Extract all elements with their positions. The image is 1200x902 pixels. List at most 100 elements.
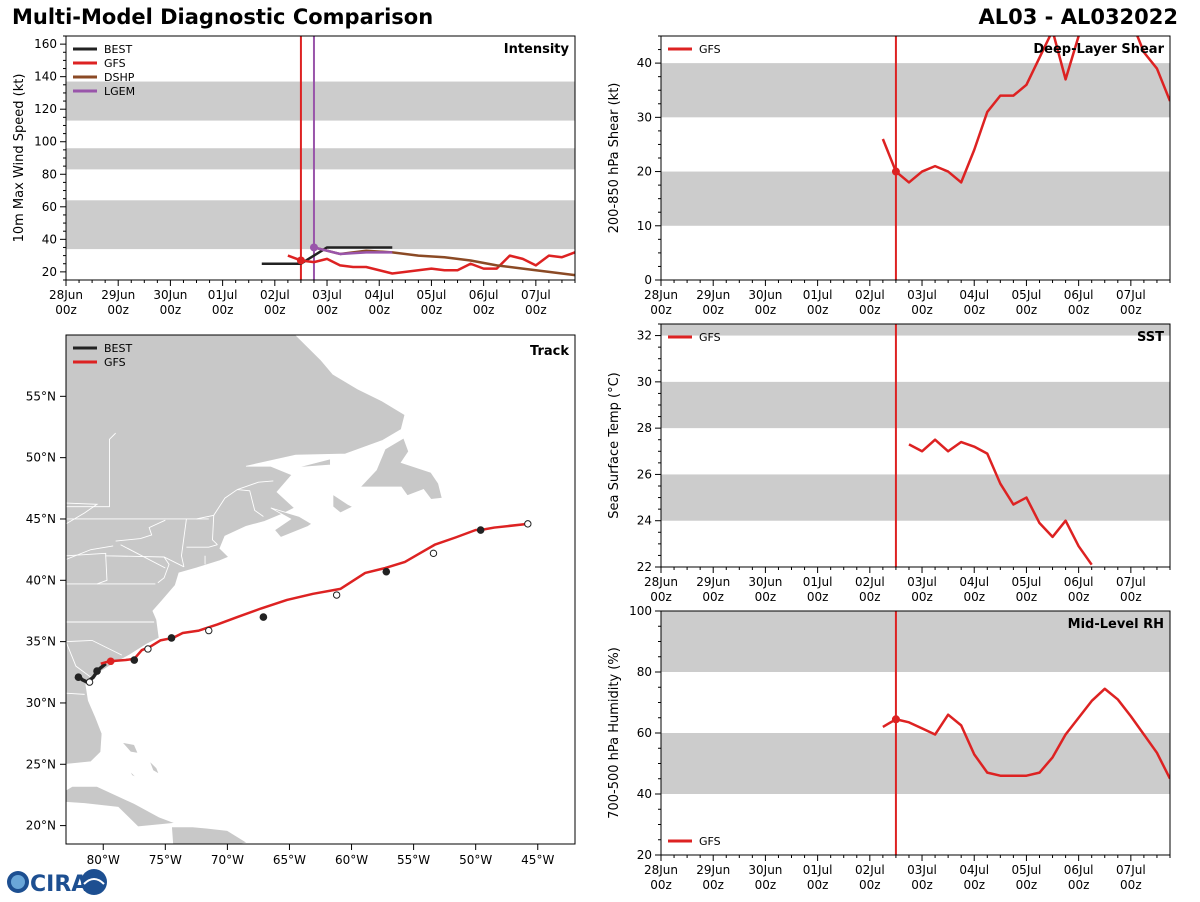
track-border-6 bbox=[96, 555, 108, 585]
shear-xtick-label: 07Jul bbox=[1116, 288, 1146, 302]
intensity-legend-label-best: BEST bbox=[104, 43, 132, 56]
sst-xtick-label: 29Jun bbox=[696, 575, 730, 589]
track-land-3 bbox=[359, 437, 443, 500]
track-gfs-point-4 bbox=[205, 626, 213, 635]
track-gfs-point-5 bbox=[259, 613, 268, 621]
sst-xtick-label-hour: 00z bbox=[650, 590, 672, 604]
intensity-ytick-label: 140 bbox=[34, 70, 57, 84]
track-title: Track bbox=[530, 344, 569, 359]
track-xtick-label: 65°W bbox=[273, 853, 306, 867]
track-land-6 bbox=[171, 826, 249, 844]
shear-legend-label-gfs: GFS bbox=[699, 43, 721, 56]
track-legend-label-best: BEST bbox=[104, 342, 132, 355]
rh-xtick-label: 05Jul bbox=[1012, 863, 1042, 877]
track-gfs-point-3 bbox=[167, 634, 176, 642]
intensity-xtick-label-hour: 00z bbox=[264, 303, 286, 317]
rh-xtick-label-hour: 00z bbox=[1016, 878, 1038, 892]
track-border-13 bbox=[212, 515, 218, 546]
track-gfs-point-7 bbox=[382, 567, 391, 576]
shear-xtick-label: 29Jun bbox=[696, 288, 730, 302]
rh-xtick-label: 04Jul bbox=[959, 863, 989, 877]
track-gfs-point-10 bbox=[524, 520, 532, 528]
rh-ytick-label: 100 bbox=[629, 604, 652, 618]
intensity-ytick-label: 160 bbox=[34, 37, 57, 51]
shear-ytick-label: 10 bbox=[637, 219, 652, 233]
rh-xtick-label-hour: 00z bbox=[911, 878, 933, 892]
rh-ytick-label: 20 bbox=[637, 848, 652, 862]
sst-xtick-label-hour: 00z bbox=[807, 590, 829, 604]
intensity-xtick-label: 30Jun bbox=[153, 288, 187, 302]
shear-ytick-label: 20 bbox=[637, 165, 652, 179]
sst-ytick-label: 30 bbox=[637, 375, 652, 389]
rh-xtick-label: 28Jun bbox=[644, 863, 678, 877]
track-land-10 bbox=[148, 760, 160, 776]
track-gfs-point-2 bbox=[144, 645, 152, 653]
track-border-19 bbox=[66, 545, 114, 560]
logo-text: CIRA bbox=[30, 872, 88, 897]
rh-xtick-label: 29Jun bbox=[696, 863, 730, 877]
rh-xtick-label-hour: 00z bbox=[702, 878, 724, 892]
shear-xtick-label-hour: 00z bbox=[963, 303, 985, 317]
intensity-marker-1 bbox=[309, 243, 318, 252]
rh-ytick-label: 40 bbox=[637, 787, 652, 801]
track-gfs-point-1 bbox=[130, 656, 139, 664]
shear-xtick-label-hour: 00z bbox=[1016, 303, 1038, 317]
rh-xtick-label-hour: 00z bbox=[755, 878, 777, 892]
track-ytick-label: 40°N bbox=[26, 573, 56, 587]
intensity-plot-area bbox=[66, 36, 575, 280]
intensity-xtick-label: 29Jun bbox=[101, 288, 135, 302]
logo-satellite-icon bbox=[81, 869, 107, 895]
track-ytick-label: 35°N bbox=[26, 635, 56, 649]
sst-xtick-label-hour: 00z bbox=[702, 590, 724, 604]
sst-ylabel: Sea Surface Temp (°C) bbox=[607, 372, 622, 519]
track-best-point-2 bbox=[93, 667, 101, 675]
intensity-ylabel: 10m Max Wind Speed (kt) bbox=[12, 74, 27, 243]
rh-xtick-label: 07Jul bbox=[1116, 863, 1146, 877]
track-best-point-1 bbox=[85, 678, 94, 686]
track-xtick-label: 55°W bbox=[397, 853, 430, 867]
intensity-xtick-label: 05Jul bbox=[417, 288, 447, 302]
sst-ytick-label: 26 bbox=[637, 467, 652, 481]
track-ytick-label: 25°N bbox=[26, 757, 56, 771]
shear-xtick-label-hour: 00z bbox=[807, 303, 829, 317]
intensity-xtick-label: 07Jul bbox=[521, 288, 551, 302]
track-xtick-label: 50°W bbox=[459, 853, 492, 867]
track-land-7 bbox=[260, 843, 268, 844]
track-gfs-point-9 bbox=[476, 526, 485, 534]
shear-series-gfs bbox=[881, 36, 1170, 184]
sst-legend-label-gfs: GFS bbox=[699, 331, 721, 344]
intensity-series-gfs bbox=[287, 251, 575, 275]
track-land-8 bbox=[120, 741, 139, 754]
intensity-series-best bbox=[261, 246, 393, 265]
sst-xtick-label: 02Jul bbox=[855, 575, 885, 589]
track-xtick-label: 70°W bbox=[211, 853, 244, 867]
sst-xtick-label: 06Jul bbox=[1064, 575, 1094, 589]
sst-series-gfs bbox=[908, 438, 1093, 566]
sst-xtick-label: 03Jul bbox=[907, 575, 937, 589]
sst-xtick-label-hour: 00z bbox=[1016, 590, 1038, 604]
shear-ytick-label: 0 bbox=[644, 273, 652, 287]
shear-xtick-label: 06Jul bbox=[1064, 288, 1094, 302]
shear-title: Deep-Layer Shear bbox=[1033, 42, 1164, 57]
sst-xtick-label-hour: 00z bbox=[859, 590, 881, 604]
track-border-5 bbox=[66, 692, 85, 695]
intensity-legend-label-gfs: GFS bbox=[104, 57, 126, 70]
track-border-9 bbox=[186, 544, 218, 548]
track-border-3 bbox=[66, 639, 123, 656]
track-land-5 bbox=[66, 785, 176, 828]
track-border-18 bbox=[115, 519, 166, 542]
sst-xtick-label-hour: 00z bbox=[1120, 590, 1142, 604]
track-border-17 bbox=[120, 544, 166, 569]
shear-xtick-label: 04Jul bbox=[959, 288, 989, 302]
track-xtick-label: 45°W bbox=[521, 853, 554, 867]
shear-xtick-label-hour: 00z bbox=[911, 303, 933, 317]
intensity-legend-label-dshp: DSHP bbox=[104, 71, 135, 84]
track-ytick-label: 45°N bbox=[26, 512, 56, 526]
cira-logo: CIRA bbox=[4, 866, 108, 898]
track-land-12 bbox=[121, 843, 133, 844]
